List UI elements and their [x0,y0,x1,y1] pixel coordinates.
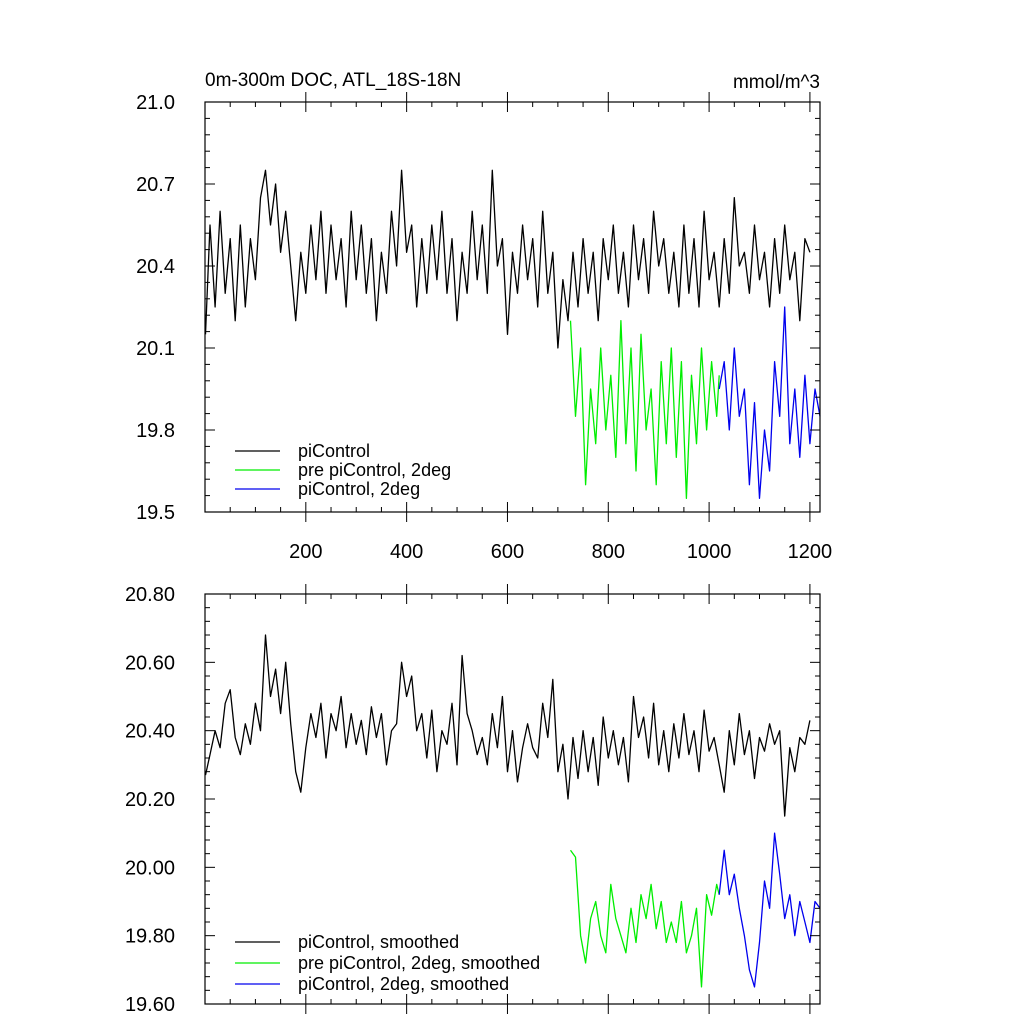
bottom-y-tick-label: 20.40 [125,721,175,743]
top-legend-label-1: piControl [298,441,370,461]
bottom-y-tick-label: 19.80 [125,926,175,948]
bottom-series-line-1 [204,634,811,817]
top-chart-title: 0m-300m DOC, ATL_18S-18N [205,70,461,91]
top-x-tick-label: 400 [390,541,423,563]
top-y-tick-label: 20.1 [136,338,175,360]
top-x-tick-label: 200 [289,541,322,563]
bottom-legend-label-3: piControl, 2deg, smoothed [298,974,509,994]
top-ticks-group: 200 400 600 800 1000 1200 19.5 19.8 20.1 20.4 20.7… [136,92,832,563]
bottom-legend-label-1: piControl, smoothed [298,932,459,952]
top-legend-label-2: pre piControl, 2deg [298,460,451,480]
bottom-y-tick-label: 20.80 [125,584,175,606]
bottom-series-line-2 [569,849,720,988]
bottom-plot-frame [204,593,821,1005]
top-x-tick-label: 1200 [788,541,833,563]
bottom-series-line-3 [718,832,821,988]
bottom-y-tick-label: 20.00 [125,857,175,879]
top-plot-frame [204,101,821,513]
top-y-tick-label: 21.0 [136,92,175,114]
top-y-tick-label: 20.7 [136,174,175,196]
top-y-tick-label: 19.5 [136,502,175,524]
bottom-y-tick-label: 20.60 [125,652,175,674]
top-x-tick-label: 600 [491,541,524,563]
top-series-group [204,169,821,499]
top-series-line-2 [569,320,720,499]
top-series-line-3 [718,306,821,499]
top-x-tick-label: 800 [592,541,625,563]
top-y-tick-label: 19.8 [136,420,175,442]
top-units-label: mmol/m^3 [733,72,820,93]
top-y-tick-label: 20.4 [136,256,175,278]
bottom-legend-label-2: pre piControl, 2deg, smoothed [298,953,540,973]
bottom-panel: 19.60 19.80 20.00 20.20 20.40 20.60 20.80 piCo… [125,584,821,1016]
bottom-y-tick-label: 20.20 [125,789,175,811]
bottom-series-group [204,634,821,988]
bottom-y-tick-label: 19.60 [125,994,175,1016]
top-series-line-1 [204,169,811,349]
bottom-ticks-group: 19.60 19.80 20.00 20.20 20.40 20.60 20.80 [125,584,820,1016]
top-panel: 0m-300m DOC, ATL_18S-18N mmol/m^3 200 400… [136,70,832,563]
top-legend-label-3: piControl, 2deg [298,479,420,499]
top-x-tick-label: 1000 [687,541,732,563]
